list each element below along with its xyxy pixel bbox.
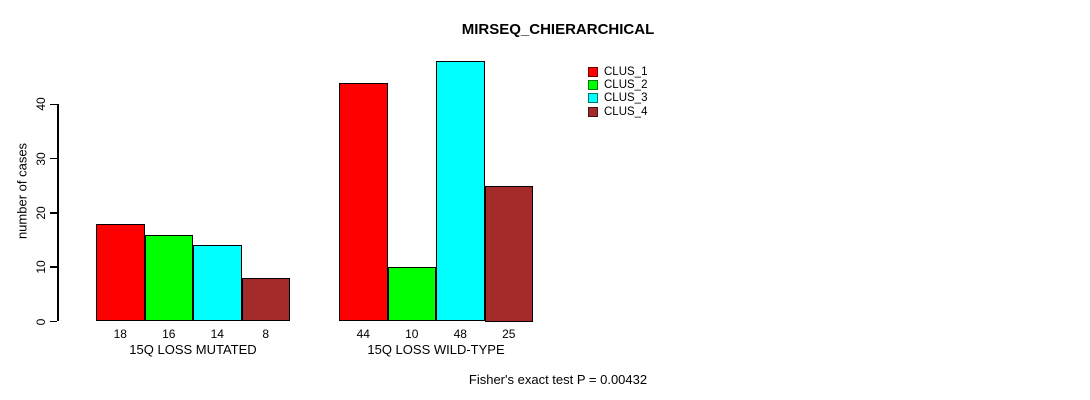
- y-tick-mark: [50, 320, 57, 323]
- y-tick-mark: [50, 212, 57, 214]
- y-tick-mark: [50, 266, 57, 268]
- bar-clus_2-2: [387, 267, 436, 322]
- y-tick-label: 40: [34, 97, 48, 111]
- legend-swatch-icon: [588, 93, 598, 104]
- y-tick-label: 20: [34, 206, 48, 220]
- bar-clus_4-1: [241, 278, 290, 322]
- bar-value-label: 16: [162, 327, 176, 341]
- bar-clus_1-1: [96, 223, 145, 322]
- legend-entry-clus_2: CLUS_2: [588, 78, 647, 91]
- bar-value-label: 18: [113, 327, 127, 341]
- bar-value-label: 10: [405, 327, 419, 341]
- y-tick-label: 10: [34, 260, 48, 274]
- bar-value-label: 14: [210, 327, 224, 341]
- legend-label: CLUS_2: [604, 79, 648, 92]
- y-tick-label: 30: [34, 151, 48, 166]
- bar-clus_4-2: [484, 185, 533, 322]
- x-axis-category-label: 15Q LOSS MUTATED: [129, 342, 257, 357]
- bar-value-label: 25: [502, 327, 516, 341]
- legend-entry-clus_4: CLUS_4: [588, 105, 647, 118]
- legend: CLUS_1 CLUS_2 CLUS_3 CLUS_4: [588, 65, 647, 119]
- legend-label: CLUS_3: [604, 92, 648, 105]
- y-axis-line: [57, 104, 59, 322]
- y-tick-mark: [50, 103, 57, 106]
- bar-value-label: 8: [262, 327, 270, 341]
- bar-clus_1-2: [339, 82, 388, 322]
- legend-swatch-icon: [588, 66, 598, 77]
- y-tick-label: 0: [34, 318, 48, 325]
- legend-entry-clus_3: CLUS_3: [588, 92, 647, 105]
- legend-label: CLUS_1: [604, 65, 648, 78]
- legend-swatch-icon: [588, 106, 598, 117]
- bar-clus_3-1: [193, 245, 242, 322]
- legend-swatch-icon: [588, 80, 598, 91]
- legend-entry-clus_1: CLUS_1: [588, 65, 647, 78]
- chart-title: MIRSEQ_CHIERARCHICAL: [461, 21, 655, 38]
- bar-clus_3-2: [436, 60, 485, 322]
- bar-value-label: 48: [453, 327, 467, 341]
- bar-clus_2-1: [144, 234, 193, 322]
- x-axis-category-label: 15Q LOSS WILD-TYPE: [367, 342, 505, 357]
- y-tick-mark: [50, 157, 57, 160]
- legend-label: CLUS_4: [604, 105, 648, 118]
- bar-value-label: 44: [356, 327, 370, 341]
- y-axis-title: number of cases: [14, 142, 30, 240]
- fisher-test-annotation: Fisher's exact test P = 0.00432: [468, 372, 648, 387]
